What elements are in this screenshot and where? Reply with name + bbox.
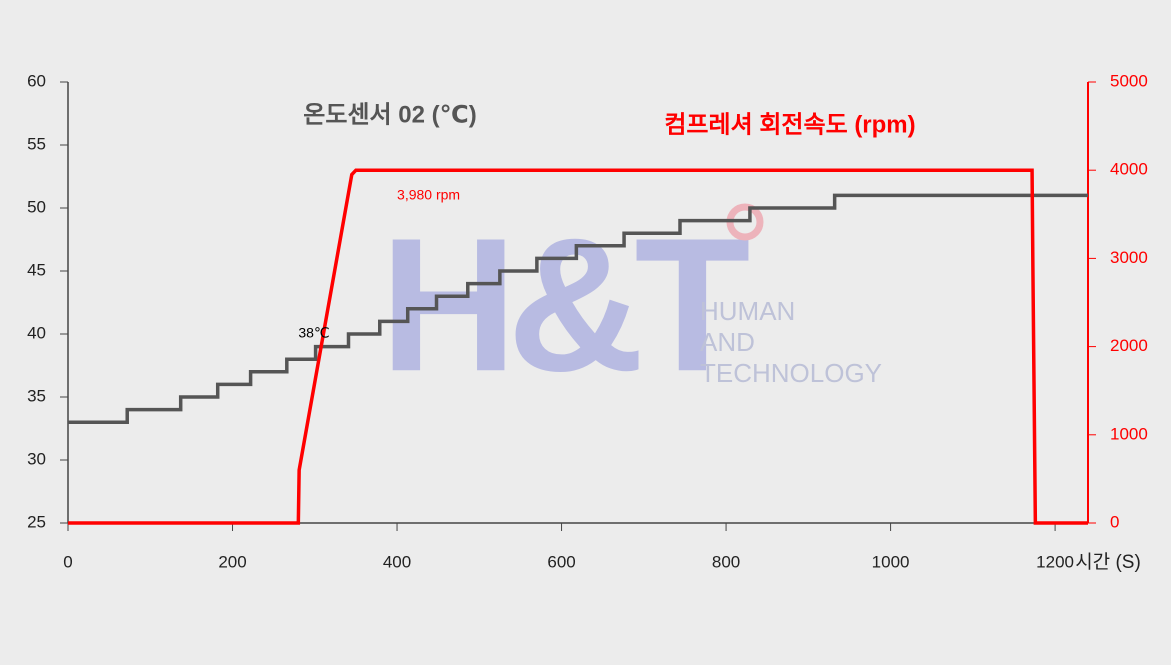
- watermark-text: AND: [700, 327, 755, 357]
- watermark-logo: H&T: [380, 199, 749, 411]
- x-tick-label: 1200: [1036, 552, 1074, 571]
- y2-tick-label: 0: [1110, 512, 1119, 531]
- watermark-text: TECHNOLOGY: [700, 358, 882, 388]
- x-tick-label: 600: [547, 552, 575, 571]
- annotation: 38℃: [298, 325, 329, 341]
- y-tick-label: 30: [27, 449, 46, 468]
- y-tick-label: 55: [27, 134, 46, 153]
- y2-title: 컴프레셔 회전속도 (rpm): [664, 111, 915, 138]
- y-tick-label: 50: [27, 197, 46, 216]
- y-tick-label: 60: [27, 71, 46, 90]
- series-line: [68, 193, 1088, 424]
- y2-tick-label: 5000: [1110, 71, 1148, 90]
- y2-tick-label: 4000: [1110, 160, 1148, 179]
- x-tick-label: 0: [63, 552, 72, 571]
- watermark-text: HUMAN: [700, 296, 795, 326]
- y2-tick-label: 3000: [1110, 248, 1148, 267]
- y2-tick-label: 2000: [1110, 336, 1148, 355]
- y-tick-label: 40: [27, 323, 46, 342]
- x-tick-label: 1000: [872, 552, 910, 571]
- x-tick-label: 200: [218, 552, 246, 571]
- y2-tick-label: 1000: [1110, 424, 1148, 443]
- x-axis-label: 시간 (S): [1075, 551, 1141, 573]
- annotation: 3,980 rpm: [397, 186, 460, 202]
- y-tick-label: 45: [27, 260, 46, 279]
- x-tick-label: 400: [383, 552, 411, 571]
- chart-title: 온도센서 02 (℃): [303, 101, 476, 128]
- x-tick-label: 800: [712, 552, 740, 571]
- series-line: [68, 168, 1088, 525]
- y-tick-label: 25: [27, 512, 46, 531]
- y-tick-label: 35: [27, 386, 46, 405]
- watermark: H&T HUMAN AND TECHNOLOGY: [380, 199, 882, 411]
